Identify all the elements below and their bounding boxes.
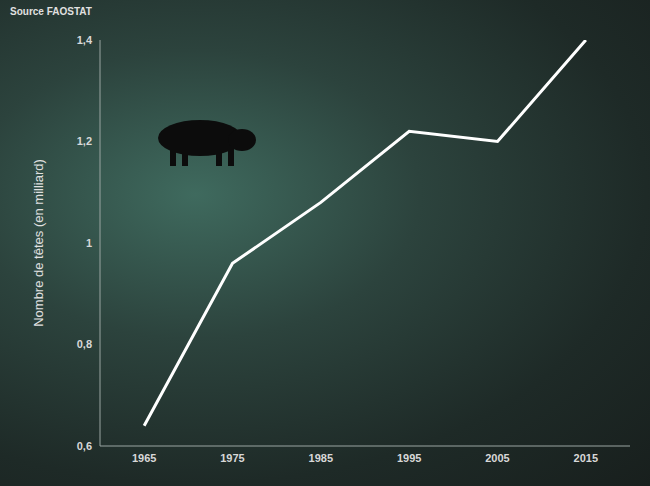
svg-text:1: 1 <box>86 237 92 249</box>
svg-text:2005: 2005 <box>485 452 509 464</box>
svg-text:1,2: 1,2 <box>77 135 92 147</box>
svg-text:1995: 1995 <box>397 452 421 464</box>
svg-text:1,4: 1,4 <box>77 34 93 46</box>
svg-text:1975: 1975 <box>220 452 244 464</box>
svg-text:1965: 1965 <box>132 452 156 464</box>
svg-text:Nombre de têtes (en milliard): Nombre de têtes (en milliard) <box>31 159 46 327</box>
svg-text:2015: 2015 <box>574 452 598 464</box>
html-text:Source FAOSTAT: Source FAOSTAT <box>10 6 92 17</box>
svg-text:0,8: 0,8 <box>77 338 92 350</box>
svg-text:0,6: 0,6 <box>77 440 92 452</box>
svg-text:1985: 1985 <box>309 452 333 464</box>
